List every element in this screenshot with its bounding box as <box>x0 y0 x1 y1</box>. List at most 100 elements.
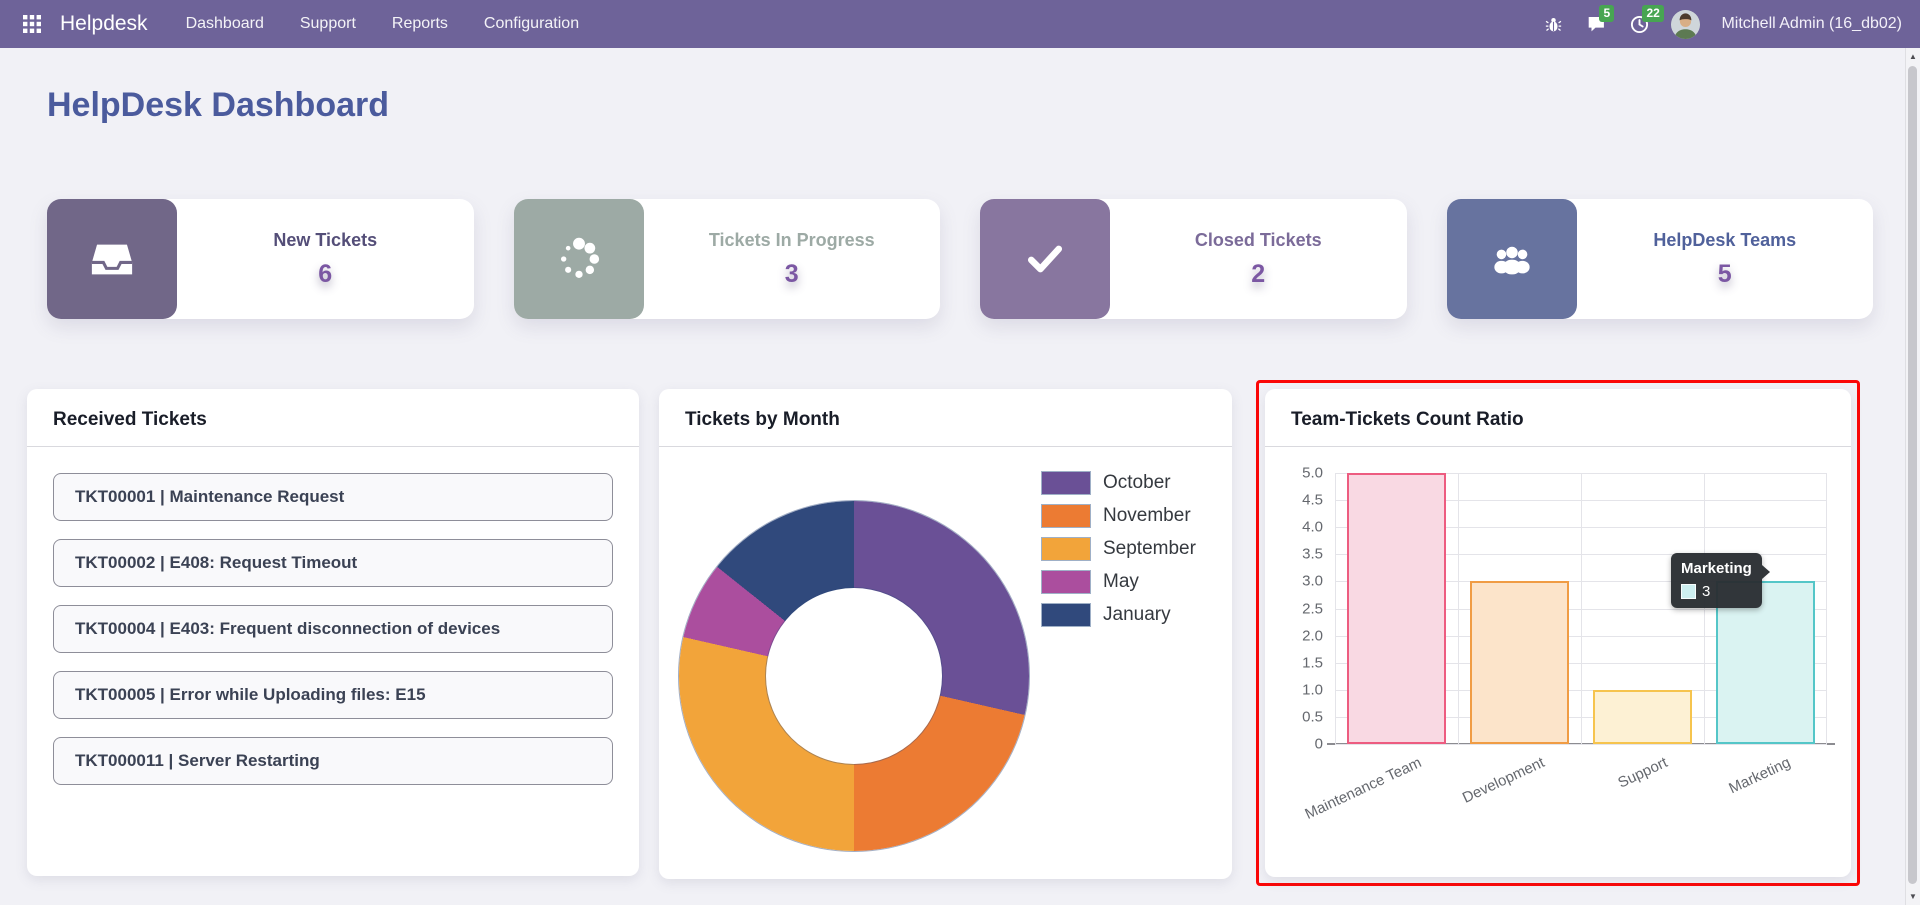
x-axis-label: Maintenance Team <box>1301 754 1424 823</box>
legend-label: January <box>1103 604 1171 625</box>
bar-plot: Marketing 3 <box>1327 473 1835 745</box>
x-axis-label: Development <box>1459 754 1547 807</box>
donut-chart-area: October November September May January <box>679 447 1206 867</box>
top-navbar: Helpdesk Dashboard Support Reports Confi… <box>0 0 1920 48</box>
kpi-label: Tickets In Progress <box>708 229 875 250</box>
y-axis-tick: 1.5 <box>1302 654 1323 672</box>
gridline <box>1704 473 1705 744</box>
ticket-item[interactable]: TKT000011 | Server Restarting <box>53 737 613 785</box>
spinner-icon <box>513 199 644 319</box>
kpi-value: 3 <box>784 259 799 288</box>
app-brand[interactable]: Helpdesk <box>60 12 148 35</box>
scrollbar-thumb[interactable] <box>1908 66 1917 884</box>
legend-item[interactable]: November <box>1041 504 1196 528</box>
y-axis-tick: 2.5 <box>1302 600 1323 617</box>
apps-grid-icon[interactable] <box>18 10 46 38</box>
tooltip-row: 3 <box>1681 583 1752 600</box>
kpi-label: Closed Tickets <box>1194 229 1322 250</box>
nav-reports[interactable]: Reports <box>391 15 448 32</box>
panel-title: Team-Tickets Count Ratio <box>1291 409 1524 430</box>
tooltip-value: 3 <box>1702 583 1711 600</box>
ticket-item[interactable]: TKT00004 | E403: Frequent disconnection … <box>53 605 613 653</box>
scroll-down-arrow[interactable]: ▼ <box>1909 892 1917 901</box>
tooltip-swatch <box>1681 584 1696 599</box>
bug-icon[interactable] <box>1542 13 1564 35</box>
main-menu: Dashboard Support Reports Configuration <box>186 15 580 33</box>
page-title: HelpDesk Dashboard <box>47 86 389 124</box>
nav-support[interactable]: Support <box>299 15 356 32</box>
panel-title: Received Tickets <box>53 409 207 430</box>
y-axis-tick: 0.5 <box>1302 708 1323 726</box>
legend-label: November <box>1103 505 1191 526</box>
scroll-up-arrow[interactable]: ▲ <box>1909 52 1917 61</box>
kpi-card-new-tickets[interactable]: New Tickets 6 <box>47 199 474 319</box>
legend-swatch <box>1041 603 1091 627</box>
bar-maintenance-team[interactable] <box>1347 473 1446 744</box>
activities-clock-icon[interactable]: 22 <box>1628 5 1664 35</box>
highlight-box: Team-Tickets Count Ratio 5.0 4.5 4.0 3.5 3.0… <box>1256 380 1860 886</box>
ticket-item[interactable]: TKT00001 | Maintenance Request <box>53 473 613 521</box>
bar-development[interactable] <box>1470 581 1569 744</box>
x-axis-label: Marketing <box>1725 754 1793 798</box>
legend-item[interactable]: January <box>1041 603 1196 627</box>
kpi-value: 2 <box>1251 259 1266 288</box>
donut-legend: October November September May January <box>1041 471 1196 627</box>
tooltip-caret <box>1761 565 1770 579</box>
gridline <box>1826 473 1827 744</box>
legend-label: September <box>1103 538 1196 559</box>
kpi-card-closed-tickets[interactable]: Closed Tickets 2 <box>980 199 1407 319</box>
chart-tooltip: Marketing 3 <box>1671 553 1770 608</box>
y-axis: 5.0 4.5 4.0 3.5 3.0 2.5 2.0 1.5 1.0 0.5 0 <box>1291 465 1327 753</box>
kpi-label: HelpDesk Teams <box>1653 229 1797 250</box>
y-axis-tick: 5.0 <box>1302 464 1323 482</box>
tickets-by-month-panel: Tickets by Month October November Septembe… <box>659 389 1232 879</box>
check-icon <box>980 199 1110 319</box>
legend-item[interactable]: May <box>1041 570 1196 594</box>
team-ratio-panel: Team-Tickets Count Ratio 5.0 4.5 4.0 3.5 3.0… <box>1265 389 1851 877</box>
legend-item[interactable]: October <box>1041 471 1196 495</box>
kpi-value: 5 <box>1717 259 1732 288</box>
ticket-item[interactable]: TKT00002 | E408: Request Timeout <box>53 539 613 587</box>
legend-item[interactable]: September <box>1041 537 1196 561</box>
ticket-item[interactable]: TKT00005 | Error while Uploading files: … <box>53 671 613 719</box>
dashboard-content: HelpDesk Dashboard New Tickets 6 Tickets… <box>0 48 1905 905</box>
systray: 5 22 Mitchell Admin (16_db02) <box>1542 5 1902 39</box>
divider <box>27 446 639 447</box>
kpi-card-tickets-in-progress[interactable]: Tickets In Progress 3 <box>513 199 941 319</box>
legend-label: October <box>1103 472 1171 493</box>
nav-dashboard[interactable]: Dashboard <box>185 15 264 32</box>
kpi-body: New Tickets 6 <box>177 199 474 319</box>
kpi-body: HelpDesk Teams 5 <box>1577 199 1874 319</box>
vertical-scrollbar[interactable]: ▲ ▼ <box>1905 48 1920 905</box>
divider <box>1265 446 1851 447</box>
y-axis-tick: 3.5 <box>1302 545 1323 563</box>
bar-marketing[interactable] <box>1716 581 1815 744</box>
panel-title: Tickets by Month <box>685 409 840 430</box>
gridline <box>1335 744 1827 745</box>
legend-label: May <box>1103 571 1139 592</box>
y-axis-tick: 4.0 <box>1302 518 1323 536</box>
gridline <box>1335 473 1336 744</box>
y-axis-tick: 2.0 <box>1302 627 1323 645</box>
received-tickets-panel: Received Tickets TKT00001 | Maintenance … <box>27 389 639 876</box>
y-axis-tick: 0 <box>1314 735 1323 753</box>
inbox-icon <box>47 199 177 319</box>
messages-icon[interactable]: 5 <box>1585 5 1615 35</box>
bar-chart-area: 5.0 4.5 4.0 3.5 3.0 2.5 2.0 1.5 1.0 0.5 0 Marketin… <box>1291 447 1835 847</box>
nav-configuration[interactable]: Configuration <box>483 15 580 32</box>
legend-swatch <box>1041 570 1091 594</box>
user-avatar[interactable] <box>1671 9 1701 39</box>
x-axis-labels: Maintenance Team Development Support Market… <box>1302 752 1827 823</box>
user-menu[interactable]: Mitchell Admin (16_db02) <box>1721 15 1902 32</box>
donut-chart[interactable] <box>679 501 1029 851</box>
users-icon <box>1446 199 1577 319</box>
kpi-body: Tickets In Progress 3 <box>644 199 941 319</box>
kpi-card-helpdesk-teams[interactable]: HelpDesk Teams 5 <box>1446 199 1874 319</box>
y-axis-tick: 1.0 <box>1302 681 1323 699</box>
divider <box>659 446 1232 447</box>
panels-row: Received Tickets TKT00001 | Maintenance … <box>27 380 1905 886</box>
bar-support[interactable] <box>1593 689 1692 744</box>
gridline <box>1581 473 1582 744</box>
kpi-body: Closed Tickets 2 <box>1110 199 1407 319</box>
tooltip-title: Marketing <box>1681 560 1752 577</box>
